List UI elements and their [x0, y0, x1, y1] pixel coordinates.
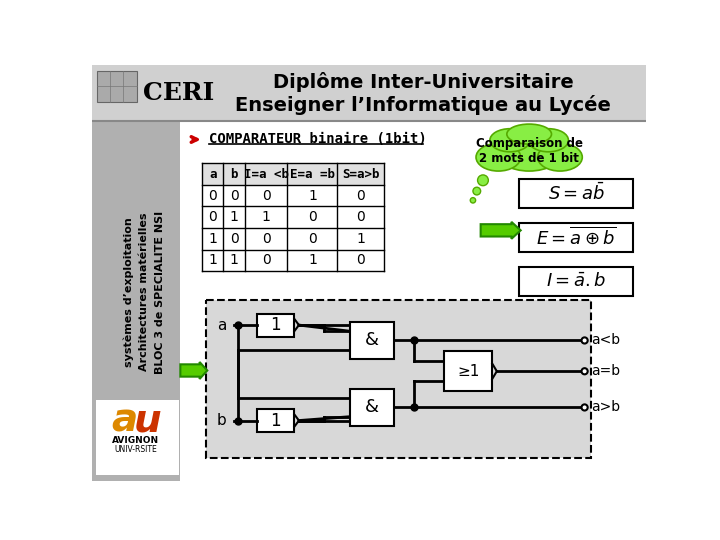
- FancyArrow shape: [481, 222, 521, 239]
- Text: 0: 0: [308, 210, 317, 224]
- Text: 1: 1: [208, 253, 217, 267]
- Text: u: u: [133, 402, 161, 440]
- Circle shape: [582, 404, 588, 410]
- Text: Enseigner l’Informatique au Lycée: Enseigner l’Informatique au Lycée: [235, 95, 611, 115]
- FancyArrow shape: [180, 362, 207, 379]
- Ellipse shape: [538, 143, 582, 171]
- Text: b: b: [217, 413, 227, 428]
- Bar: [206, 300, 590, 457]
- Bar: [257, 314, 294, 336]
- Bar: [202, 164, 384, 185]
- Text: ≥1: ≥1: [457, 364, 480, 379]
- Bar: [350, 389, 395, 426]
- Text: CERI: CERI: [143, 80, 215, 105]
- Text: 1: 1: [230, 210, 239, 224]
- Text: 0: 0: [230, 188, 238, 202]
- Bar: [97, 71, 138, 102]
- Ellipse shape: [495, 131, 563, 171]
- Bar: [350, 322, 395, 359]
- Text: a: a: [217, 318, 227, 333]
- Text: 0: 0: [262, 188, 271, 202]
- Bar: [519, 267, 633, 296]
- Text: 1: 1: [230, 253, 239, 267]
- Text: $E = \overline{a \oplus b}$: $E = \overline{a \oplus b}$: [536, 227, 616, 248]
- Bar: [519, 222, 633, 252]
- Text: 1: 1: [308, 188, 317, 202]
- Ellipse shape: [476, 143, 521, 171]
- Bar: [257, 409, 294, 432]
- Bar: [92, 121, 180, 481]
- Text: $S = a\bar{b}$: $S = a\bar{b}$: [548, 183, 605, 204]
- Text: a>b: a>b: [590, 401, 620, 415]
- Text: 1: 1: [271, 316, 281, 334]
- Text: Diplôme Inter-Universitaire: Diplôme Inter-Universitaire: [273, 72, 573, 92]
- Text: I=a <b: I=a <b: [243, 167, 289, 181]
- Text: $I = \bar{a}.b$: $I = \bar{a}.b$: [546, 272, 606, 290]
- Bar: [444, 351, 492, 392]
- Bar: [92, 65, 647, 121]
- Text: UNIV-RSITE: UNIV-RSITE: [114, 446, 157, 454]
- Text: 0: 0: [208, 210, 217, 224]
- Text: 1: 1: [308, 253, 317, 267]
- Text: Comparaison de
2 mots de 1 bit: Comparaison de 2 mots de 1 bit: [476, 137, 582, 165]
- Ellipse shape: [528, 129, 568, 152]
- Text: 0: 0: [308, 232, 317, 246]
- Text: a: a: [111, 402, 138, 440]
- Text: AVIGNON: AVIGNON: [112, 436, 159, 445]
- Ellipse shape: [490, 129, 530, 152]
- Circle shape: [470, 198, 476, 203]
- Text: &: &: [365, 332, 379, 349]
- Text: 1: 1: [262, 210, 271, 224]
- Circle shape: [477, 175, 488, 186]
- Text: a<b: a<b: [590, 334, 620, 347]
- Circle shape: [582, 368, 588, 374]
- Text: BLOC 3 de SPECIALITE NSI: BLOC 3 de SPECIALITE NSI: [155, 211, 165, 374]
- Text: a: a: [209, 167, 217, 181]
- Text: a=b: a=b: [590, 364, 620, 378]
- Text: 0: 0: [262, 253, 271, 267]
- Text: 1: 1: [271, 411, 281, 429]
- Bar: [519, 179, 633, 208]
- Bar: [96, 400, 179, 475]
- Text: S=a>b: S=a>b: [342, 167, 379, 181]
- Text: 0: 0: [262, 232, 271, 246]
- Text: b: b: [230, 167, 238, 181]
- Circle shape: [582, 338, 588, 343]
- Text: systèmes d’exploitation: systèmes d’exploitation: [124, 217, 134, 367]
- Text: 0: 0: [356, 188, 365, 202]
- Text: 0: 0: [208, 188, 217, 202]
- Circle shape: [473, 187, 481, 195]
- Bar: [206, 300, 590, 457]
- Text: COMPARATEUR binaire (1bit): COMPARATEUR binaire (1bit): [209, 132, 426, 146]
- Bar: [180, 121, 647, 481]
- Text: Architectures matérielles: Architectures matérielles: [139, 213, 149, 371]
- Text: E=a =b: E=a =b: [290, 167, 335, 181]
- Text: &: &: [365, 399, 379, 416]
- Text: 1: 1: [356, 232, 365, 246]
- Text: 1: 1: [208, 232, 217, 246]
- Text: 0: 0: [356, 210, 365, 224]
- Ellipse shape: [507, 124, 552, 144]
- Text: 0: 0: [356, 253, 365, 267]
- Text: 0: 0: [230, 232, 238, 246]
